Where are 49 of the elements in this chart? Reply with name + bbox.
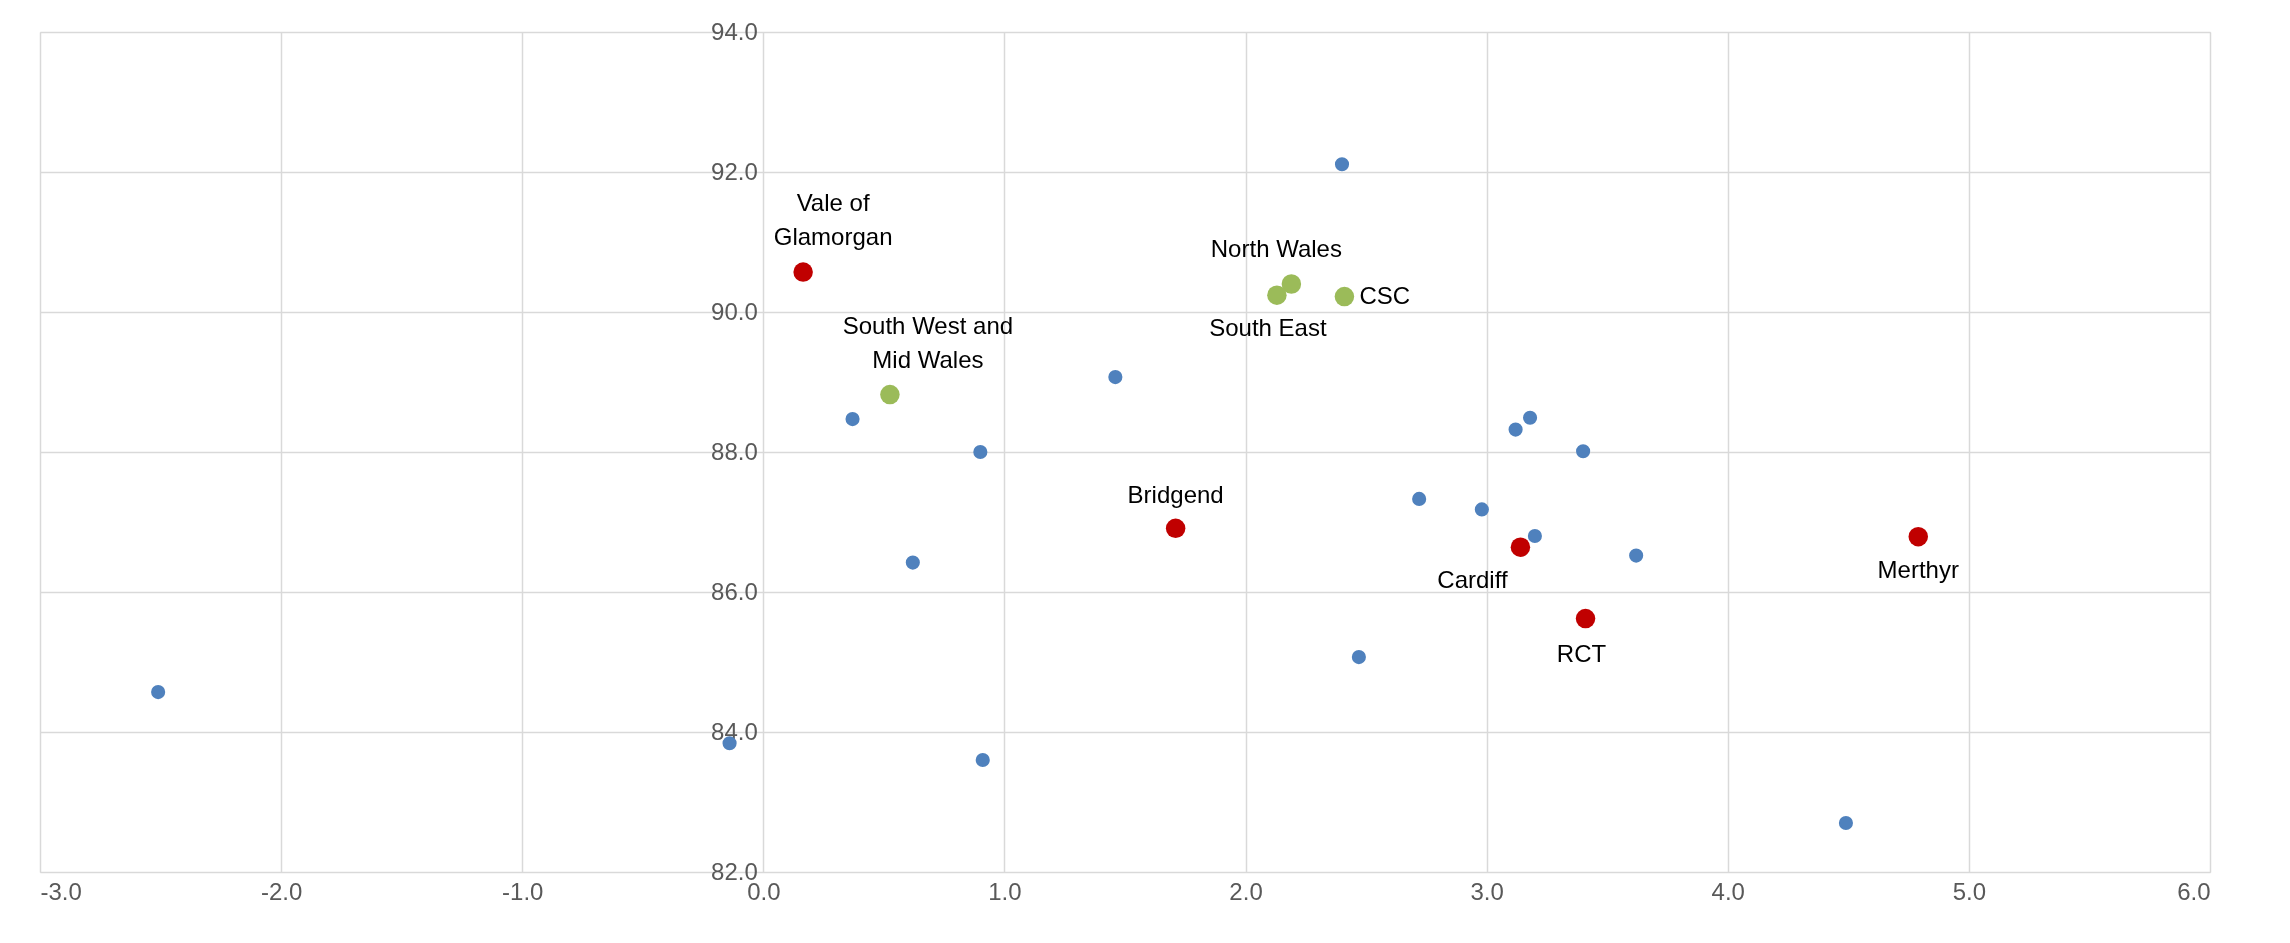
annotation: RCT: [1556, 639, 1607, 667]
y-tick-label: 88.0: [711, 437, 758, 465]
point: [1267, 285, 1287, 305]
annotation: South East: [1209, 314, 1327, 342]
x-tick-label: 3.0: [1470, 877, 1504, 905]
x-tick-label: -3.0: [40, 877, 82, 905]
point: [1523, 410, 1538, 425]
point: [1575, 608, 1596, 629]
annotation: North Wales: [1210, 235, 1342, 262]
point: [973, 444, 988, 460]
annotation: South West and Mid Wales: [842, 311, 1014, 373]
point: [1510, 537, 1531, 557]
point: [1334, 286, 1355, 307]
point: [1838, 815, 1853, 831]
point: [1165, 518, 1186, 539]
point: [905, 555, 920, 570]
x-tick-label: 6.0: [2177, 877, 2211, 905]
point: [845, 412, 860, 427]
x-tick-label: 5.0: [1952, 877, 1987, 905]
point: [1108, 370, 1123, 385]
y-tick-label: 94.0: [711, 17, 758, 45]
annotation: Cardiff: [1437, 566, 1508, 594]
point: [1281, 274, 1302, 294]
point: [151, 685, 166, 700]
y-tick-label: 86.0: [711, 577, 758, 605]
point: [1351, 650, 1366, 665]
annotation: Vale of Glamorgan: [773, 189, 893, 251]
x-tick-label: 1.0: [988, 877, 1022, 905]
point: [880, 384, 900, 405]
annotation: Bridgend: [1127, 481, 1224, 509]
x-tick-label: 2.0: [1229, 877, 1263, 905]
annotation: Merthyr: [1877, 555, 1959, 583]
point: [1412, 491, 1427, 506]
point: [1508, 422, 1523, 437]
point: [793, 262, 813, 282]
point: [1908, 526, 1928, 547]
point: [1629, 548, 1644, 563]
annotation: CSC: [1359, 281, 1411, 309]
y-tick-label: 84.0: [711, 717, 758, 745]
x-tick-label: -1.0: [502, 877, 544, 905]
x-tick-label: -2.0: [260, 877, 303, 905]
x-tick-label: 4.0: [1711, 877, 1745, 905]
point: [1334, 157, 1350, 172]
y-tick-label: 92.0: [711, 157, 758, 185]
y-tick-label: 90.0: [711, 297, 758, 325]
point: [1576, 444, 1591, 459]
point: [1527, 528, 1542, 544]
point: [1474, 502, 1489, 517]
point: [975, 752, 990, 768]
